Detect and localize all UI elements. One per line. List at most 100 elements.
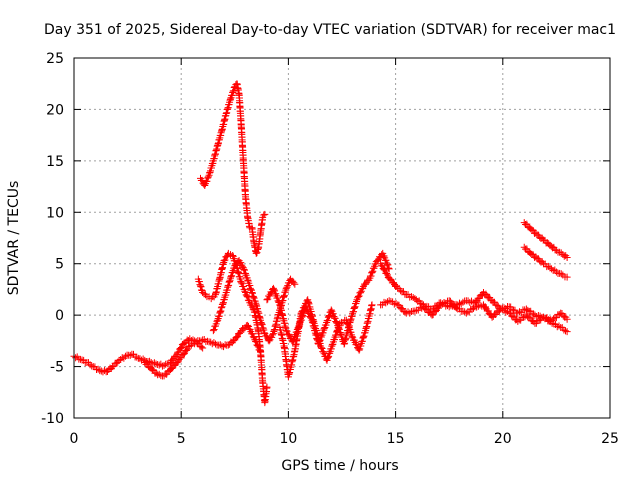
data-point [298, 308, 306, 316]
data-point [359, 333, 367, 341]
data-point [195, 278, 203, 286]
data-point [319, 348, 327, 356]
data-point [150, 359, 158, 367]
data-point [220, 343, 228, 351]
data-point [228, 91, 236, 99]
data-point [269, 331, 277, 339]
data-point [252, 249, 260, 257]
data-point [557, 249, 565, 257]
data-point [263, 296, 271, 304]
data-point [249, 292, 257, 300]
data-point [440, 298, 448, 306]
data-point [563, 254, 571, 262]
data-point [243, 292, 251, 300]
data-point [367, 272, 375, 280]
data-point [343, 320, 351, 328]
data-point [177, 344, 185, 352]
data-point [552, 268, 560, 276]
data-point [333, 327, 341, 335]
data-point [336, 319, 344, 327]
data-point [203, 337, 211, 345]
y-tick-label: 10 [46, 205, 64, 221]
data-point [373, 257, 381, 265]
data-point [557, 270, 565, 278]
data-point [192, 338, 200, 346]
series-arc-3 [196, 80, 269, 257]
data-point [332, 331, 340, 339]
data-point [155, 370, 163, 378]
data-point [524, 306, 532, 314]
data-point [209, 327, 217, 335]
series-arc-1 [70, 335, 207, 376]
data-point [199, 344, 207, 352]
data-point [333, 328, 341, 336]
data-point [197, 337, 205, 345]
x-tick-label: 15 [387, 431, 405, 447]
grid-lines [74, 58, 610, 418]
data-point [282, 327, 290, 335]
data-point [186, 335, 194, 343]
data-point [237, 278, 245, 286]
data-point [86, 361, 94, 369]
data-point [344, 320, 352, 328]
x-tick-label: 10 [279, 431, 297, 447]
data-point [299, 307, 307, 315]
data-point [240, 266, 248, 274]
data-point [334, 326, 342, 334]
data-point [378, 262, 386, 270]
data-point [431, 308, 439, 316]
data-point [246, 284, 254, 292]
data-point [384, 261, 392, 269]
data-point [263, 383, 271, 391]
data-point [178, 344, 186, 352]
data-point [560, 252, 568, 260]
data-point [88, 362, 96, 370]
data-point [553, 323, 561, 331]
data-point [514, 309, 522, 317]
data-point [412, 296, 420, 304]
data-point [462, 309, 470, 317]
data-point [126, 351, 134, 359]
data-point [335, 323, 343, 331]
data-point [214, 316, 222, 324]
data-point [325, 352, 333, 360]
data-point [411, 307, 419, 315]
data-point [216, 308, 224, 316]
data-points [70, 80, 571, 407]
data-point [200, 290, 208, 298]
data-point [227, 273, 235, 281]
data-point [324, 316, 332, 324]
data-point [203, 177, 211, 185]
series-arc-5 [209, 257, 299, 345]
data-point [246, 281, 254, 289]
data-point [560, 326, 568, 334]
series-arc-9 [377, 297, 571, 336]
data-point [445, 303, 453, 311]
data-point [381, 266, 389, 274]
data-point [240, 285, 248, 293]
data-point [418, 304, 426, 312]
data-point [229, 89, 237, 97]
data-point [498, 305, 506, 313]
x-tick-label: 20 [494, 431, 512, 447]
data-point [261, 210, 269, 218]
data-point [217, 307, 225, 315]
data-point [273, 294, 281, 302]
data-point [358, 337, 366, 345]
series-arc-11 [520, 243, 571, 281]
data-point [355, 346, 363, 354]
data-point [198, 176, 206, 184]
data-point [326, 311, 334, 319]
data-point [242, 270, 250, 278]
data-point [283, 283, 291, 291]
data-point [324, 354, 332, 362]
data-point [549, 267, 557, 275]
data-point [548, 319, 556, 327]
x-tick-label: 25 [601, 431, 619, 447]
data-point [212, 340, 220, 348]
data-point [215, 312, 223, 320]
data-point [385, 265, 393, 273]
data-point [300, 304, 308, 312]
data-point [239, 283, 247, 291]
data-point [392, 299, 400, 307]
